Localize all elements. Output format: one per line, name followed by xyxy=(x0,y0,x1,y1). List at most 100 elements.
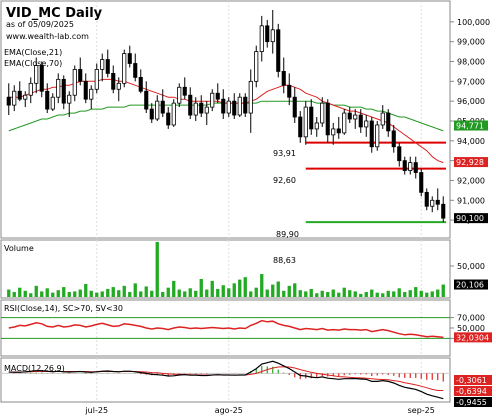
candle-down xyxy=(6,96,11,106)
candle-up xyxy=(353,114,358,120)
rsi-axis-label: 50,000 xyxy=(457,324,485,333)
volume-bar xyxy=(271,284,275,297)
candle-down xyxy=(61,78,66,104)
candle-up xyxy=(89,88,94,100)
volume-legend: Volume xyxy=(4,244,34,253)
volume-panel xyxy=(0,239,451,299)
volume-bar xyxy=(364,292,368,297)
volume-bar xyxy=(194,290,198,297)
candle-up xyxy=(12,90,17,106)
candle-down xyxy=(221,98,226,114)
macd-signal-tag: -0,6394 xyxy=(456,387,487,396)
candle-down xyxy=(292,96,297,118)
candle-up xyxy=(331,128,336,136)
ema70-legend: EMA(Close,70) xyxy=(4,59,62,68)
volume-bar xyxy=(133,283,137,297)
grid-layer xyxy=(96,1,422,402)
candle-down xyxy=(298,116,303,138)
candle-down xyxy=(325,102,330,136)
volume-bar xyxy=(7,289,11,297)
x-axis-label: ago-25 xyxy=(215,406,243,415)
candle-down xyxy=(133,63,138,78)
candle-down xyxy=(358,114,363,128)
candle-up xyxy=(342,112,347,134)
candle-down xyxy=(78,69,83,82)
ema21-value-tag-bg xyxy=(454,157,488,168)
volume-bar xyxy=(408,290,412,297)
rsi-layer xyxy=(1,317,450,339)
candle-down xyxy=(199,102,204,114)
price-panel xyxy=(0,0,451,239)
candle-up xyxy=(28,82,33,96)
price-axis-label: 96,000 xyxy=(457,97,485,106)
candle-down xyxy=(243,96,248,114)
candle-down xyxy=(347,112,352,120)
volume-bar xyxy=(331,289,335,297)
macd-value-tag: -0,9455 xyxy=(456,398,487,407)
volume-bar xyxy=(56,290,60,297)
volume-bar xyxy=(177,289,181,297)
volume-bar xyxy=(205,289,209,297)
price-axis-label: 91,000 xyxy=(457,196,485,205)
ema21-legend: EMA(Close,21) xyxy=(4,48,62,57)
macd-line xyxy=(8,360,444,400)
volume-bar xyxy=(183,291,187,297)
volume-bar xyxy=(265,289,269,297)
level-label-92-60: 92,60 xyxy=(273,176,296,185)
candle-down xyxy=(160,100,165,114)
volume-bar xyxy=(260,274,264,297)
macd-layer xyxy=(1,360,450,400)
candle-down xyxy=(419,172,424,193)
volume-bar xyxy=(430,291,434,297)
candle-down xyxy=(336,128,341,134)
volume-bar xyxy=(95,292,99,297)
candle-up xyxy=(254,51,259,82)
candle-up xyxy=(248,80,253,114)
macd-hist-tag-bg xyxy=(454,375,492,385)
candle-down xyxy=(281,71,286,86)
volume-bar xyxy=(111,287,115,297)
volume-bar xyxy=(342,287,346,297)
volume-bar xyxy=(150,290,154,297)
level-label-93-91: 93,91 xyxy=(273,149,296,158)
volume-bar xyxy=(397,288,401,297)
candle-up xyxy=(364,120,369,128)
candle-up xyxy=(259,25,264,52)
candle-up xyxy=(116,82,121,90)
volume-bar xyxy=(166,287,170,297)
candle-down xyxy=(369,120,374,148)
ema21-value-tag: 92,928 xyxy=(456,158,484,167)
volume-bar xyxy=(210,280,214,297)
candle-up xyxy=(237,96,242,116)
volume-bar xyxy=(375,292,379,297)
volume-bar xyxy=(73,291,77,297)
volume-value-tag-bg xyxy=(454,279,488,290)
candle-down xyxy=(309,106,314,130)
volume-bar xyxy=(122,285,126,297)
volume-value-tag: 20,106 xyxy=(456,281,484,290)
volume-bar xyxy=(221,285,225,297)
volume-bar xyxy=(51,292,55,297)
candle-up xyxy=(50,96,55,110)
volume-bar xyxy=(29,293,33,297)
candle-down xyxy=(138,76,143,92)
volume-bar xyxy=(298,290,302,297)
volume-bar xyxy=(304,291,308,297)
candle-up xyxy=(122,53,127,84)
volume-bar xyxy=(199,279,203,297)
candle-down xyxy=(188,94,193,116)
rsi-axis-label: 70,000 xyxy=(457,314,485,323)
candle-down xyxy=(402,160,407,171)
macd-signal-tag-bg xyxy=(454,386,492,396)
candle-down xyxy=(144,90,149,110)
volume-bar xyxy=(216,288,220,297)
volume-bar xyxy=(139,291,143,297)
candle-up xyxy=(171,102,176,126)
price-axis-label: 99,000 xyxy=(457,38,485,47)
volume-bar xyxy=(188,288,192,297)
candle-up xyxy=(210,92,215,108)
candle-down xyxy=(45,90,50,110)
candle-up xyxy=(380,112,385,126)
volume-bar xyxy=(62,287,66,297)
volume-bar xyxy=(287,285,291,297)
